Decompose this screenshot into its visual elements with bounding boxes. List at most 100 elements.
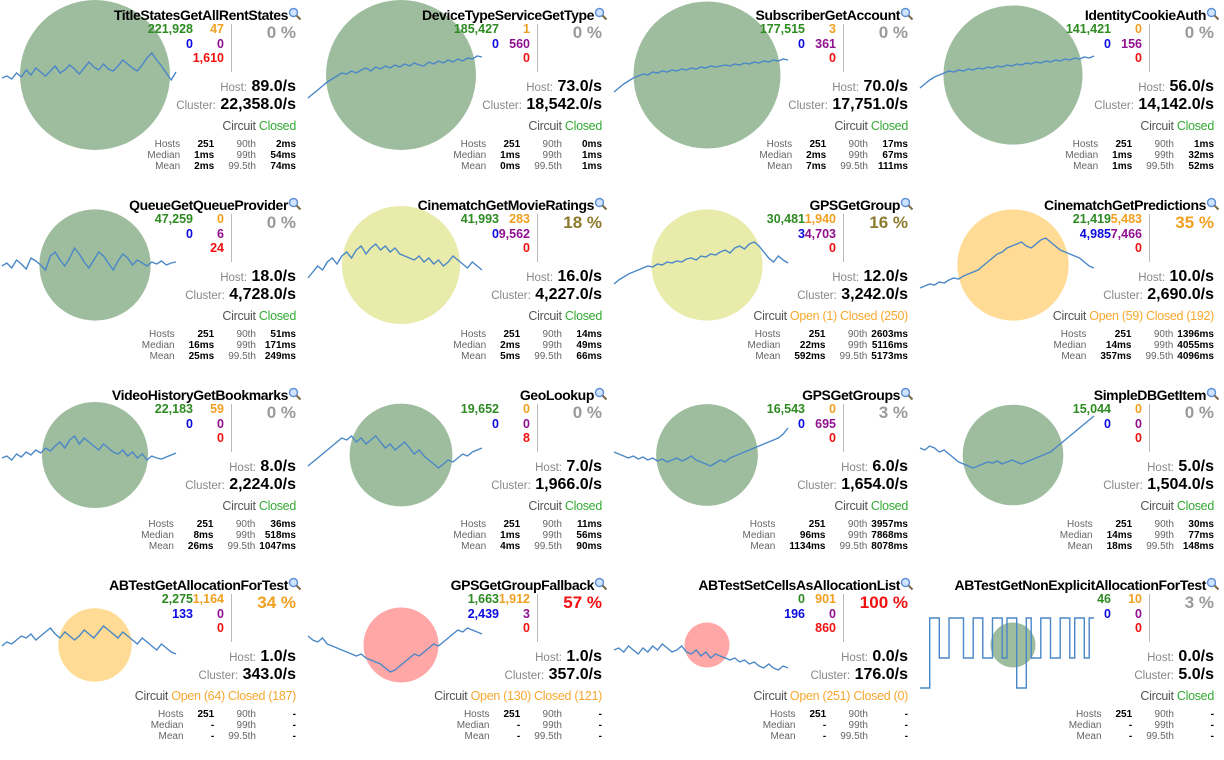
percentile-value: 30ms [1188, 519, 1214, 530]
stat-value: 2ms [194, 161, 215, 172]
success-count: 1,663 [467, 592, 499, 606]
divider [537, 24, 538, 72]
percentile-label: 99.5th [228, 351, 256, 362]
cluster-label: Cluster: [185, 480, 225, 492]
percentile-value: 171ms [264, 340, 296, 351]
magnifier-icon[interactable] [288, 577, 302, 591]
cluster-label: Cluster: [797, 480, 837, 492]
cluster-rate: Cluster: 176.0/s [811, 666, 908, 684]
percentile-value: 14ms [576, 329, 602, 340]
circuit-status: Circuit Open (59) Closed (192) [1053, 309, 1215, 323]
counts-success-short: 47,259 0 [155, 212, 193, 241]
stat-label: Median [453, 340, 487, 351]
cluster-rate: Cluster: 2,690.0/s [1103, 286, 1214, 304]
timeout-count: 3 [829, 22, 836, 36]
stat-value: 1ms [500, 530, 521, 541]
circuit-title: GPSGetGroupFallback [450, 577, 595, 593]
magnifier-icon[interactable] [1206, 7, 1220, 21]
volume-circle [684, 622, 730, 668]
cluster-rate: Cluster: 22,358.0/s [176, 96, 296, 114]
host-rate: Host: 0.0/s [841, 648, 908, 666]
stat-value: 96ms [799, 530, 826, 541]
cluster-rate-value: 22,358.0/s [215, 96, 296, 113]
percentile-value: - [598, 709, 602, 720]
magnifier-icon[interactable] [594, 7, 608, 21]
sparkline-line [307, 55, 483, 99]
cluster-label: Cluster: [504, 670, 545, 682]
magnifier-icon[interactable] [900, 577, 914, 591]
magnifier-icon[interactable] [1206, 387, 1220, 401]
percentile-value: 66ms [576, 351, 602, 362]
short-circuited-count: 0 [492, 36, 499, 51]
volume-circle [349, 403, 453, 507]
cluster-rate: Cluster: 2,224.0/s [185, 476, 296, 494]
failure-count: 0 [829, 51, 836, 65]
sparkline-chart [613, 404, 789, 506]
cluster-rate-value: 3,242.0/s [836, 286, 908, 303]
latency-stats: Hosts 251 90th 1396ms Median 14ms 99th 4055ms Me… [1052, 329, 1214, 362]
stat-label: Hosts [1072, 139, 1099, 150]
magnifier-icon[interactable] [288, 387, 302, 401]
percentile-value: - [292, 731, 296, 742]
host-label: Host: [832, 82, 860, 94]
magnifier-icon[interactable] [900, 387, 914, 401]
host-rate: Host: 6.0/s [841, 458, 908, 476]
percentile-value: 54ms [270, 150, 296, 161]
magnifier-icon[interactable] [594, 577, 608, 591]
cluster-rate: Cluster: 14,142.0/s [1094, 96, 1214, 114]
divider [231, 24, 232, 72]
stat-value: - [822, 720, 827, 731]
stat-label: Hosts [1075, 709, 1102, 720]
latency-stats: Hosts 251 90th 30ms Median 14ms 99th 77ms Mean 18… [1058, 519, 1214, 552]
error-percentage: 0 % [572, 23, 602, 42]
cluster-rate-value: 1,654.0/s [836, 476, 908, 493]
stat-value: 251 [1114, 329, 1132, 340]
latency-stats: Hosts 251 90th 17ms Median 2ms 99th 67ms Mean 7ms… [757, 139, 908, 172]
sparkline-chart [919, 209, 1095, 321]
percentile-label: 99.5th [840, 731, 868, 742]
stat-label: Mean [461, 161, 487, 172]
magnifier-icon[interactable] [1206, 197, 1220, 211]
cluster-rate: Cluster: 4,227.0/s [491, 286, 602, 304]
stat-value: 0ms [500, 161, 521, 172]
magnifier-icon[interactable] [594, 387, 608, 401]
rejected-count: 9,562 [498, 226, 530, 241]
cluster-rate: Cluster: 17,751.0/s [788, 96, 908, 114]
stat-label: Mean [1061, 351, 1087, 362]
rejected-count: 3 [523, 606, 530, 621]
sparkline-line [1, 51, 177, 82]
stat-label: Median [453, 530, 487, 541]
percentile-value: 1ms [1193, 139, 1214, 150]
cluster-rate-value: 1,504.0/s [1142, 476, 1214, 493]
stat-label: Median [141, 530, 174, 541]
cluster-rate: Cluster: 5.0/s [1134, 666, 1214, 684]
failure-count: 0 [217, 431, 224, 445]
circuit-status: Circuit Closed [528, 309, 602, 323]
circuit-state: Closed [564, 119, 602, 133]
magnifier-icon[interactable] [900, 197, 914, 211]
magnifier-icon[interactable] [288, 7, 302, 21]
percentile-value: 5116ms [871, 340, 908, 351]
magnifier-icon[interactable] [594, 197, 608, 211]
circuit-label: Circuit [1140, 689, 1177, 703]
host-rate: Host: 18.0/s [220, 268, 296, 286]
host-rate: Host: 1.0/s [229, 648, 296, 666]
divider [1149, 214, 1150, 262]
circuit-state: Closed [1176, 499, 1214, 513]
magnifier-icon[interactable] [900, 7, 914, 21]
rejected-count: 0 [217, 606, 224, 621]
percentile-label: 90th [1154, 519, 1174, 530]
host-rate-value: 5.0/s [1173, 458, 1214, 475]
stats-row: Hosts 251 90th 30ms [1058, 519, 1214, 530]
magnifier-icon[interactable] [288, 197, 302, 211]
percentile-label: 99th [1154, 720, 1174, 731]
success-count: 41,993 [460, 212, 499, 226]
cluster-rate: Cluster: 18,542.0/s [482, 96, 602, 114]
magnifier-icon[interactable] [1206, 577, 1220, 591]
percentile-label: 99th [235, 530, 256, 541]
stat-value: - [1128, 720, 1133, 731]
circuit-label: Circuit [1140, 119, 1177, 133]
cluster-rate: Cluster: 343.0/s [199, 666, 296, 684]
circuit-state: Closed [564, 309, 602, 323]
